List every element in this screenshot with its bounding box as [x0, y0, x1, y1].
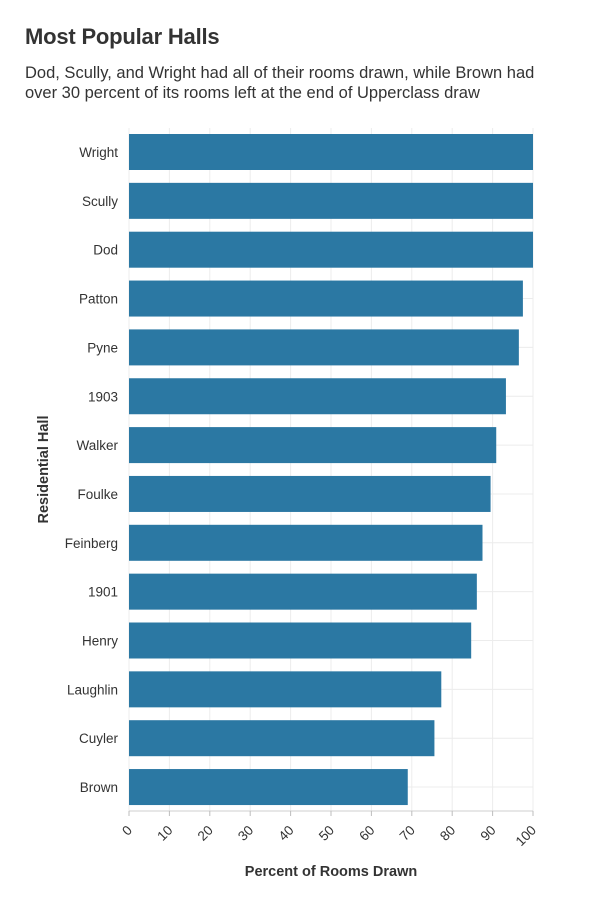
bars	[129, 134, 533, 806]
x-tick-label: 50	[316, 823, 337, 844]
y-axis-title: Residential Hall	[36, 416, 52, 524]
bar	[129, 280, 523, 317]
chart-subtitle: Dod, Scully, and Wright had all of their…	[25, 64, 535, 102]
gridlines	[128, 128, 534, 811]
category-label: 1901	[88, 585, 118, 600]
chart-title: Most Popular Halls	[25, 24, 220, 49]
bar	[129, 524, 483, 561]
category-label: Patton	[79, 292, 118, 307]
category-label: Foulke	[77, 487, 118, 502]
category-label: Pyne	[87, 340, 118, 355]
category-label: Brown	[80, 780, 118, 795]
bar	[129, 671, 442, 708]
bar	[129, 182, 533, 219]
category-label: Laughlin	[67, 682, 118, 697]
bar	[129, 231, 533, 268]
bar	[129, 329, 519, 366]
x-tick-label: 60	[356, 823, 377, 844]
category-labels: Wright Scully Dod Patton Pyne 1903 Walker Foulk…	[65, 145, 119, 795]
category-label: Walker	[76, 438, 118, 453]
category-label: Scully	[82, 194, 118, 209]
x-tick-label: 80	[437, 823, 458, 844]
bar	[129, 622, 472, 659]
bar	[129, 134, 533, 170]
category-label: Cuyler	[79, 731, 119, 746]
bar	[129, 769, 408, 806]
category-label: Feinberg	[65, 536, 118, 551]
bar	[129, 427, 497, 464]
x-tick-label: 90	[477, 823, 498, 844]
x-tick-label: 70	[397, 823, 418, 844]
bar	[129, 378, 506, 415]
x-tick-label: 10	[154, 823, 175, 844]
category-label: 1903	[88, 389, 118, 404]
x-tick-label: 100	[513, 823, 540, 850]
category-label: Wright	[79, 145, 118, 160]
x-tick-labels: 0 10 20 30 40 50 60 70 80 90 100	[119, 811, 539, 849]
category-label: Dod	[93, 243, 118, 258]
x-tick-label: 20	[195, 823, 216, 844]
category-label: Henry	[82, 634, 118, 649]
x-tick-label: 40	[275, 823, 296, 844]
bar	[129, 720, 435, 757]
x-tick-label: 30	[235, 823, 256, 844]
x-axis-title: Percent of Rooms Drawn	[245, 864, 417, 880]
x-tick-label: 0	[119, 823, 135, 839]
bar	[129, 475, 491, 512]
bar	[129, 573, 477, 610]
